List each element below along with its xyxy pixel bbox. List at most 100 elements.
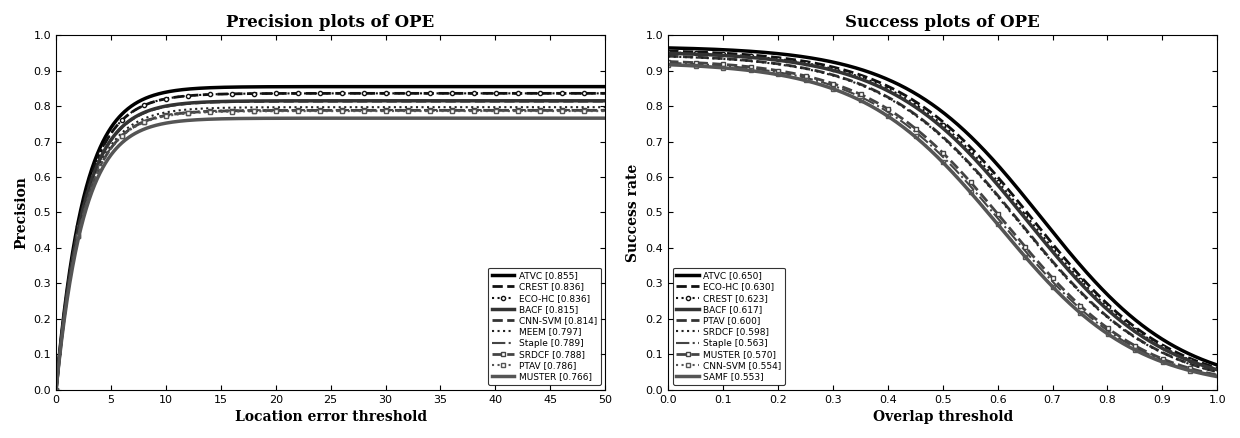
ECO-HC [0.630] xyxy=(1089,290,1104,296)
SRDCF [0.788] xyxy=(425,108,440,113)
BACF [0.815] xyxy=(270,98,285,103)
PTAV [0.786] xyxy=(598,109,613,114)
PTAV [0.600] xyxy=(1210,369,1225,374)
SRDCF [0.598] xyxy=(661,54,676,59)
ATVC [0.650] xyxy=(1089,280,1104,286)
MEEM [0.797] xyxy=(477,105,492,110)
CREST [0.836] xyxy=(425,91,440,96)
BACF [0.617] xyxy=(661,51,676,56)
SRDCF [0.598] xyxy=(903,109,918,114)
CNN-SVM [0.554] xyxy=(1210,374,1225,379)
ECO-HC [0.630] xyxy=(1038,232,1053,237)
SRDCF [0.598] xyxy=(1089,305,1104,311)
ECO-HC [0.836] xyxy=(425,91,440,96)
CREST [0.623] xyxy=(717,52,732,57)
ECO-HC [0.836] xyxy=(270,91,285,96)
BACF [0.617] xyxy=(883,89,898,95)
Line: SRDCF [0.598]: SRDCF [0.598] xyxy=(668,57,1218,372)
Title: Precision plots of OPE: Precision plots of OPE xyxy=(227,14,435,31)
ECO-HC [0.630] xyxy=(661,49,676,54)
Staple [0.563] xyxy=(1038,271,1053,276)
SRDCF [0.598] xyxy=(1210,370,1225,375)
BACF [0.815] xyxy=(477,98,492,103)
MEEM [0.797] xyxy=(290,105,305,110)
Line: CNN-SVM [0.814]: CNN-SVM [0.814] xyxy=(56,101,605,390)
CREST [0.623] xyxy=(1099,304,1114,309)
CNN-SVM [0.554] xyxy=(1038,276,1053,281)
Staple [0.563] xyxy=(661,60,676,65)
BACF [0.617] xyxy=(1210,367,1225,372)
MUSTER [0.570] xyxy=(1089,317,1104,322)
SAMF [0.553] xyxy=(1210,374,1225,379)
SAMF [0.553] xyxy=(1089,323,1104,328)
CNN-SVM [0.554] xyxy=(883,115,898,120)
SRDCF [0.598] xyxy=(1038,251,1053,257)
ECO-HC [0.630] xyxy=(903,95,918,101)
Line: MUSTER [0.570]: MUSTER [0.570] xyxy=(666,60,1219,377)
BACF [0.617] xyxy=(903,101,918,106)
Staple [0.563] xyxy=(1099,327,1114,332)
CNN-SVM [0.814] xyxy=(270,99,285,104)
PTAV [0.600] xyxy=(883,96,898,101)
CREST [0.623] xyxy=(1210,366,1225,371)
BACF [0.815] xyxy=(486,98,501,103)
SRDCF [0.788] xyxy=(486,108,501,113)
MUSTER [0.570] xyxy=(661,59,676,64)
Staple [0.789] xyxy=(598,107,613,113)
CREST [0.836] xyxy=(477,91,492,96)
ATVC [0.855] xyxy=(425,84,440,89)
MUSTER [0.570] xyxy=(1038,267,1053,272)
ATVC [0.855] xyxy=(486,84,501,89)
BACF [0.815] xyxy=(598,98,613,103)
Staple [0.563] xyxy=(1210,373,1225,378)
ECO-HC [0.836] xyxy=(48,387,63,392)
PTAV [0.600] xyxy=(1099,313,1114,318)
MUSTER [0.570] xyxy=(1099,325,1114,330)
CNN-SVM [0.814] xyxy=(477,99,492,104)
Staple [0.789] xyxy=(290,107,305,113)
Line: PTAV [0.600]: PTAV [0.600] xyxy=(668,56,1218,372)
CREST [0.623] xyxy=(1038,237,1053,242)
ATVC [0.855] xyxy=(48,387,63,392)
ECO-HC [0.836] xyxy=(486,91,501,96)
Staple [0.789] xyxy=(486,107,501,113)
Staple [0.789] xyxy=(477,107,492,113)
MEEM [0.797] xyxy=(598,105,613,110)
CREST [0.623] xyxy=(903,99,918,104)
ATVC [0.855] xyxy=(290,84,305,89)
PTAV [0.786] xyxy=(425,109,440,114)
CREST [0.836] xyxy=(48,387,63,392)
PTAV [0.786] xyxy=(290,109,305,114)
Line: ECO-HC [0.630]: ECO-HC [0.630] xyxy=(668,51,1218,368)
PTAV [0.786] xyxy=(477,109,492,114)
Line: CREST [0.623]: CREST [0.623] xyxy=(666,50,1219,371)
ECO-HC [0.630] xyxy=(1210,365,1225,371)
MUSTER [0.766] xyxy=(290,116,305,121)
Staple [0.563] xyxy=(1089,320,1104,325)
Staple [0.563] xyxy=(883,111,898,116)
Legend: ATVC [0.855], CREST [0.836], ECO-HC [0.836], BACF [0.815], CNN-SVM [0.814], MEEM: ATVC [0.855], CREST [0.836], ECO-HC [0.8… xyxy=(489,268,600,385)
CREST [0.836] xyxy=(598,91,613,96)
Staple [0.789] xyxy=(48,387,63,392)
PTAV [0.786] xyxy=(104,145,119,150)
ECO-HC [0.836] xyxy=(104,129,119,134)
Line: MEEM [0.797]: MEEM [0.797] xyxy=(56,107,605,390)
SRDCF [0.598] xyxy=(1099,314,1114,319)
Line: SAMF [0.553]: SAMF [0.553] xyxy=(668,65,1218,377)
ECO-HC [0.630] xyxy=(1099,300,1114,305)
PTAV [0.786] xyxy=(48,387,63,392)
ATVC [0.650] xyxy=(903,88,918,93)
CREST [0.623] xyxy=(883,87,898,92)
MUSTER [0.570] xyxy=(883,108,898,113)
CREST [0.836] xyxy=(104,129,119,134)
CNN-SVM [0.554] xyxy=(1089,323,1104,328)
CNN-SVM [0.814] xyxy=(290,99,305,104)
MUSTER [0.766] xyxy=(598,116,613,121)
CNN-SVM [0.554] xyxy=(903,129,918,134)
ATVC [0.650] xyxy=(1210,362,1225,367)
BACF [0.617] xyxy=(717,53,732,58)
SRDCF [0.598] xyxy=(717,57,732,62)
ECO-HC [0.630] xyxy=(717,51,732,56)
BACF [0.815] xyxy=(425,98,440,103)
Line: Staple [0.563]: Staple [0.563] xyxy=(668,63,1218,376)
